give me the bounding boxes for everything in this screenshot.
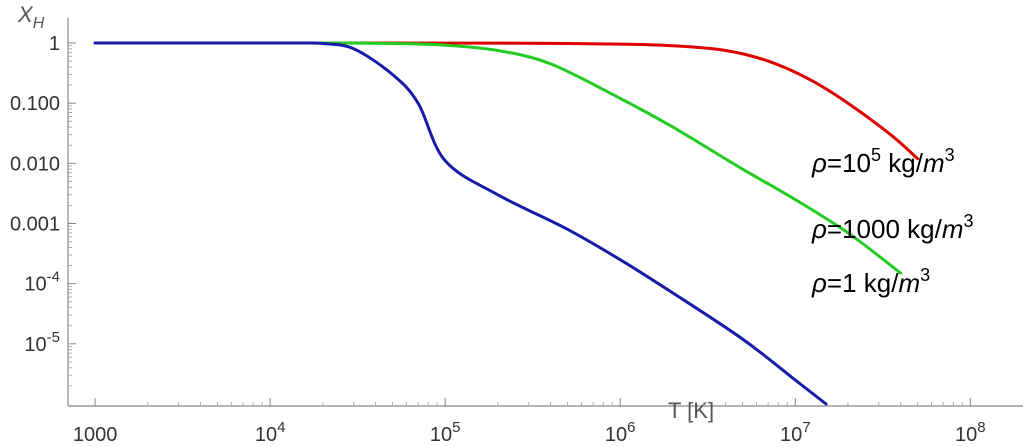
y-tick-label: 10-4 bbox=[24, 269, 60, 296]
legend-group: ρ=105 kg/m3 ρ=1000 kg/m3 ρ=1 kg/m3 bbox=[811, 145, 974, 298]
x-tick-label: 108 bbox=[955, 419, 986, 446]
y-axis-title-main: X bbox=[17, 2, 34, 27]
x-tick-label: 105 bbox=[430, 419, 461, 446]
y-tick-label: 1 bbox=[49, 33, 60, 55]
legend-label-2: ρ=1 kg/m3 bbox=[811, 265, 930, 298]
y-tick-label: 0.001 bbox=[10, 214, 60, 236]
x-tick-label: 104 bbox=[255, 419, 286, 446]
x-axis-title: T [K] bbox=[668, 398, 714, 423]
tick-group: 1000 104 105 106 107 108 1 0.100 0.010 0.001 10-4 1… bbox=[10, 33, 986, 446]
y-axis-title-sub: H bbox=[33, 15, 45, 32]
x-tick-label: 106 bbox=[605, 419, 636, 446]
y-tick-label: 0.010 bbox=[10, 153, 60, 175]
series-line-0 bbox=[93, 41, 920, 161]
legend-label-1: ρ=1000 kg/m3 bbox=[811, 211, 974, 244]
y-tick-label: 10-5 bbox=[24, 329, 60, 356]
x-tick-label: 107 bbox=[780, 419, 811, 446]
legend-label-0: ρ=105 kg/m3 bbox=[811, 145, 955, 178]
x-tick-label: 1000 bbox=[73, 424, 118, 446]
series-line-1 bbox=[93, 41, 903, 275]
y-axis-title: XH bbox=[17, 2, 45, 32]
series-line-2 bbox=[93, 41, 828, 406]
y-tick-label: 0.100 bbox=[10, 93, 60, 115]
series-group bbox=[93, 41, 920, 406]
